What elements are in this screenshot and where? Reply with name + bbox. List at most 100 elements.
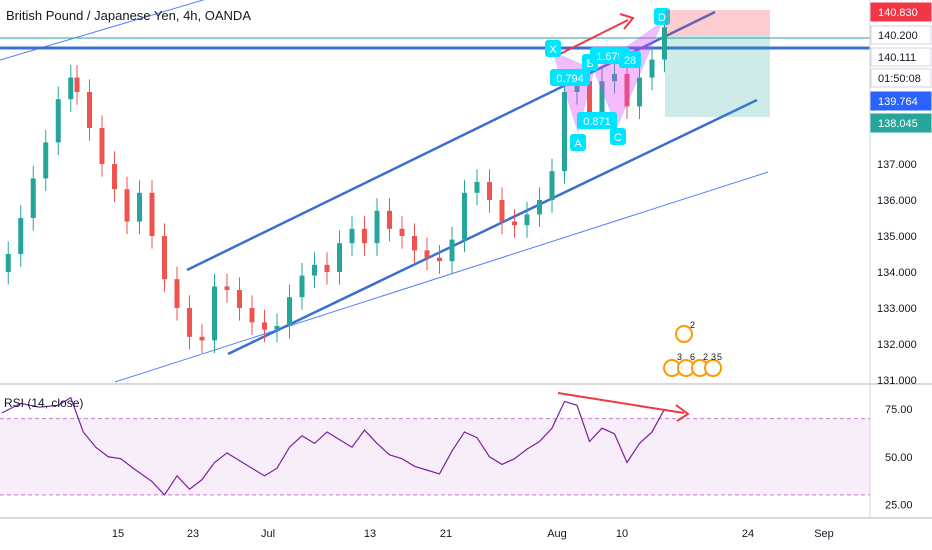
- rsi-label: RSI (14, close): [4, 396, 84, 410]
- price-tick-label: 137.000: [877, 159, 917, 171]
- candle-body: [174, 279, 180, 308]
- price-badge: [870, 68, 932, 88]
- pattern-label-x: X: [549, 44, 557, 56]
- pattern-label-a: A: [574, 138, 582, 150]
- time-tick-label: Jul: [261, 528, 275, 540]
- candle-body: [624, 74, 630, 107]
- candle-body: [274, 326, 280, 330]
- candle-body: [374, 210, 380, 244]
- time-tick-label: 23: [187, 528, 199, 540]
- rsi-tick-label: 50.00: [885, 452, 913, 464]
- price-tick-label: 135.000: [877, 231, 917, 243]
- price-badge: [870, 91, 932, 111]
- pattern-bcd: [593, 20, 664, 129]
- candle-body: [599, 81, 605, 114]
- candle-body: [149, 192, 155, 236]
- candle-body: [199, 336, 205, 341]
- event-marker-label: 6: [690, 352, 695, 362]
- price-tick-label: 131.000: [877, 375, 917, 387]
- candle-body: [287, 297, 292, 326]
- candle-body: [437, 257, 442, 262]
- pattern-label-x-box: [545, 40, 561, 57]
- candle-body: [212, 286, 217, 341]
- chart-title: British Pound / Japanese Yen, 4h, OANDA: [6, 8, 251, 23]
- ratio-label-box: [577, 112, 617, 129]
- stop-loss-zone: [665, 10, 770, 36]
- candle-body: [399, 228, 405, 236]
- candle-body: [649, 59, 655, 78]
- time-tick-label: Aug: [547, 528, 567, 540]
- candle-body: [499, 200, 505, 222]
- candle-body: [587, 81, 592, 114]
- horizontal-line-group: [0, 37, 870, 50]
- candle-body: [324, 264, 330, 272]
- ratio-label-box: [619, 51, 641, 68]
- time-tick-label: 13: [364, 528, 376, 540]
- time-tick-label: Sep: [814, 528, 834, 540]
- candle-body: [124, 189, 130, 222]
- candle-body: [524, 214, 530, 226]
- price-badge-label: 140.200: [878, 30, 918, 42]
- candle-body: [18, 218, 24, 254]
- price-badge-label: 140.830: [878, 7, 918, 19]
- event-marker-label: 2: [690, 320, 695, 330]
- candle-body: [412, 236, 417, 251]
- candle-body: [512, 221, 517, 226]
- candle-body: [337, 243, 342, 272]
- candle-body: [637, 77, 642, 107]
- candle-body: [574, 81, 580, 92]
- pattern-label-b: B: [586, 58, 593, 70]
- price-badge: [870, 113, 932, 133]
- event-marker-label: 3: [677, 352, 682, 362]
- rsi-tick-label: 75.00: [885, 404, 913, 416]
- candle-body: [299, 275, 305, 298]
- ratio-label: 1.679: [596, 51, 624, 63]
- candle-body: [312, 264, 317, 276]
- price-badge-label: 139.764: [878, 96, 918, 108]
- candle-body: [99, 128, 105, 164]
- ratio-label: 0.871: [583, 116, 611, 128]
- event-marker-label: 5: [717, 352, 722, 362]
- candle-body: [387, 210, 392, 229]
- event-markers-group: 23 6 2 3 5: [663, 320, 722, 377]
- rsi-tick-label: 25.00: [885, 499, 913, 511]
- candle-body: [462, 192, 467, 240]
- candle-body: [424, 250, 430, 258]
- time-tick-label: 21: [440, 528, 452, 540]
- divergence-arrow-price: [555, 19, 629, 57]
- price-badge-label: 138.045: [878, 118, 918, 130]
- price-tick-label: 134.000: [877, 267, 917, 279]
- pattern-label-c-box: [610, 128, 626, 145]
- candles-group: [5, 14, 667, 353]
- rsi-line: [1, 396, 666, 496]
- pattern-label-d: D: [658, 12, 666, 24]
- rsi-band: [0, 418, 870, 495]
- candle-body: [662, 27, 667, 60]
- candle-body: [262, 322, 267, 330]
- position-zones: [665, 10, 770, 117]
- rsi-pane[interactable]: 25.00 50.00 75.00: [0, 392, 913, 511]
- time-tick-label: 24: [742, 528, 754, 540]
- candle-body: [187, 308, 192, 337]
- price-tick-label: 136.000: [877, 195, 917, 207]
- pattern-label-d-box: [654, 8, 670, 25]
- candle-body: [487, 182, 492, 200]
- time-tick-label: 15: [112, 528, 124, 540]
- price-tick-label: 133.000: [877, 303, 917, 315]
- harmonic-pattern-group: X A B C D 0.794 0.871 1.679 28: [545, 8, 670, 151]
- candle-body: [249, 308, 255, 323]
- candle-body: [137, 192, 142, 222]
- candle-body: [237, 290, 242, 308]
- candle-body: [30, 178, 36, 218]
- flag-marker-uk: [675, 325, 693, 343]
- candle-body: [43, 142, 49, 179]
- candle-body: [68, 77, 74, 100]
- candle-body: [449, 239, 455, 262]
- candle-body: [162, 236, 167, 280]
- candle-body: [362, 228, 367, 244]
- price-badge: [870, 47, 932, 67]
- ratio-label-box: [550, 69, 590, 86]
